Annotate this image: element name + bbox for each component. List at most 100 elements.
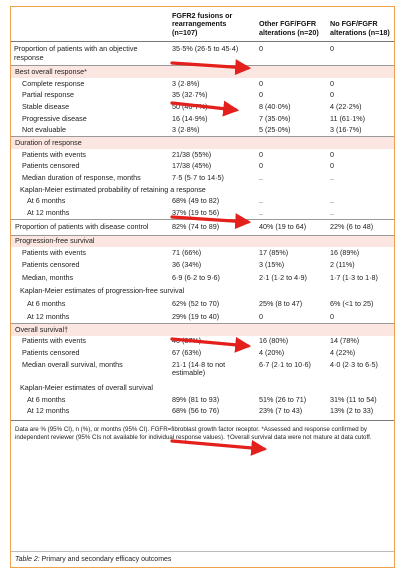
cell-fgfr2: 16 (14·9%) bbox=[172, 113, 208, 123]
row-label: Median overall survival, months bbox=[22, 359, 123, 369]
row-label: Complete response bbox=[22, 78, 85, 88]
subheading-row: Kaplan-Meier estimates of overall surviv… bbox=[11, 379, 394, 394]
cell-none: .. bbox=[330, 196, 334, 206]
cell-other: 25% (8 to 47) bbox=[259, 298, 303, 308]
red-arrow bbox=[170, 336, 252, 353]
row-label: Stable disease bbox=[22, 102, 70, 112]
row-label: Patients with events bbox=[22, 247, 86, 257]
section-row: Overall survival† bbox=[11, 322, 394, 336]
subheading-label: Kaplan-Meier estimates of progression-fr… bbox=[20, 285, 185, 295]
cell-fgfr2: 37% (19 to 56) bbox=[172, 208, 220, 218]
table-row: Patients censored 67 (63%) 4 (20%) 4 (22… bbox=[11, 347, 394, 359]
cell-none: .. bbox=[330, 173, 334, 183]
table-row: Patients with events 21/38 (55%) 0 0 bbox=[11, 149, 394, 161]
section-row: Duration of response bbox=[11, 136, 394, 150]
table-row: At 6 months 68% (49 to 82) .. .. bbox=[11, 196, 394, 208]
table-row: At 12 months 37% (19 to 56) .. .. bbox=[11, 207, 394, 219]
table-row: At 12 months 68% (56 to 76) 23% (7 to 43… bbox=[11, 406, 394, 418]
cell-other: 23% (7 to 43) bbox=[259, 406, 303, 416]
cell-none: .. bbox=[330, 208, 334, 218]
row-label: Patients censored bbox=[22, 347, 80, 357]
subheading-row: Kaplan-Meier estimates of progression-fr… bbox=[11, 285, 394, 297]
cell-other: .. bbox=[259, 173, 263, 183]
cell-other: 5 (25·0%) bbox=[259, 125, 291, 135]
header-label bbox=[11, 7, 169, 43]
red-arrow bbox=[170, 100, 240, 117]
subheading-row: Kaplan-Meier estimated probability of re… bbox=[11, 184, 394, 196]
table-row: Patients with events 71 (66%) 17 (85%) 1… bbox=[11, 247, 394, 259]
cell-none: 6% (<1 to 25) bbox=[330, 298, 374, 308]
cell-none: 0 bbox=[330, 90, 334, 100]
row-label: Median, months bbox=[22, 272, 74, 282]
cell-other: 0 bbox=[259, 90, 263, 100]
header-fgfr2-fusions: FGFR2 fusions or rearrangements (n=107) bbox=[169, 7, 256, 43]
cell-other: 3 (15%) bbox=[259, 259, 285, 269]
row-label: Patients with events bbox=[22, 149, 86, 159]
row-label: At 12 months bbox=[27, 208, 70, 218]
section-row: Best overall response* bbox=[11, 65, 394, 79]
table-row: Median, months 6·9 (6·2 to 9·6) 2·1 (1·2… bbox=[11, 271, 394, 285]
cell-none: 3 (16·7%) bbox=[330, 125, 362, 135]
row-label: Progressive disease bbox=[22, 113, 87, 123]
table-row: Patients censored 36 (34%) 3 (15%) 2 (11… bbox=[11, 259, 394, 271]
cell-fgfr2: 21/38 (55%) bbox=[172, 149, 212, 159]
cell-none: 4 (22·2%) bbox=[330, 102, 362, 112]
table-row: Median overall survival, months 21·1 (14… bbox=[11, 359, 394, 379]
cell-none: 14 (78%) bbox=[330, 336, 360, 346]
cell-none: 0 bbox=[330, 161, 334, 171]
table-row: Proportion of patients with disease cont… bbox=[11, 219, 394, 236]
cell-other: 7 (35·0%) bbox=[259, 113, 291, 123]
caption-number: Table 2: bbox=[15, 556, 40, 563]
cell-fgfr2: 29% (19 to 40) bbox=[172, 311, 220, 321]
red-arrow bbox=[170, 439, 268, 456]
header-no-alterations: No FGF/FGFR alterations (n=18) bbox=[327, 7, 394, 43]
cell-fgfr2: 17/38 (45%) bbox=[172, 161, 212, 171]
cell-other: 6·7 (2·1 to 10·6) bbox=[259, 359, 311, 369]
cell-other: .. bbox=[259, 208, 263, 218]
cell-fgfr2: 35 (32·7%) bbox=[172, 90, 208, 100]
cell-none: 11 (61·1%) bbox=[330, 113, 366, 123]
cell-none: 16 (89%) bbox=[330, 247, 360, 257]
cell-none: 22% (6 to 48) bbox=[327, 219, 394, 236]
section-label: Overall survival† bbox=[11, 322, 394, 336]
table-row: Not evaluable 3 (2·8%) 5 (25·0%) 3 (16·7… bbox=[11, 125, 394, 137]
table-row: At 6 months 89% (81 to 93) 51% (26 to 71… bbox=[11, 394, 394, 406]
cell-fgfr2: 68% (49 to 82) bbox=[172, 196, 220, 206]
cell-other: 4 (20%) bbox=[259, 347, 285, 357]
cell-other: .. bbox=[259, 196, 263, 206]
cell-none: 4 (22%) bbox=[330, 347, 356, 357]
cell-fgfr2: 62% (52 to 70) bbox=[172, 298, 220, 308]
cell-fgfr2: 68% (56 to 76) bbox=[172, 406, 220, 416]
cell-fgfr2: 35·5% (26·5 to 45·4) bbox=[172, 44, 239, 54]
row-label: At 6 months bbox=[27, 298, 66, 308]
table-footnote: Data are % (95% CI), n (%), or months (9… bbox=[11, 419, 394, 443]
section-label: Best overall response* bbox=[11, 65, 394, 79]
table-row: At 6 months 62% (52 to 70) 25% (8 to 47)… bbox=[11, 297, 394, 311]
table-row: At 12 months 29% (19 to 40) 0 0 bbox=[11, 311, 394, 323]
header-other-alterations: Other FGF/FGFR alterations (n=20) bbox=[256, 7, 327, 43]
cell-other: 0 bbox=[259, 44, 263, 54]
table-row: Partial response 35 (32·7%) 0 0 bbox=[11, 90, 394, 102]
cell-other: 0 bbox=[259, 161, 263, 171]
efficacy-table: FGFR2 fusions or rearrangements (n=107) … bbox=[11, 7, 394, 418]
cell-none: 31% (11 to 54) bbox=[330, 394, 377, 404]
table-row: Complete response 3 (2·8%) 0 0 bbox=[11, 78, 394, 90]
cell-none: 0 bbox=[330, 311, 334, 321]
cell-none: 4·0 (2·3 to 6·5) bbox=[330, 359, 378, 369]
row-label: Partial response bbox=[22, 90, 74, 100]
row-label: Patients with events bbox=[22, 336, 86, 346]
cell-other: 51% (26 to 71) bbox=[259, 394, 307, 404]
cell-none: 2 (11%) bbox=[330, 259, 355, 269]
section-label: Progression-free survival bbox=[11, 234, 394, 248]
red-arrow bbox=[170, 213, 252, 230]
red-arrow bbox=[170, 59, 252, 76]
cell-other: 2·1 (1·2 to 4·9) bbox=[259, 272, 307, 282]
cell-other: 0 bbox=[259, 78, 263, 88]
section-row: Progression-free survival bbox=[11, 234, 394, 248]
caption-text: Primary and secondary efficacy outcomes bbox=[39, 556, 172, 563]
cell-other: 40% (19 to 64) bbox=[256, 219, 327, 236]
cell-fgfr2: 3 (2·8%) bbox=[172, 78, 200, 88]
header-row: FGFR2 fusions or rearrangements (n=107) … bbox=[11, 7, 394, 43]
cell-other: 8 (40·0%) bbox=[259, 102, 291, 112]
cell-other: 17 (85%) bbox=[259, 247, 289, 257]
